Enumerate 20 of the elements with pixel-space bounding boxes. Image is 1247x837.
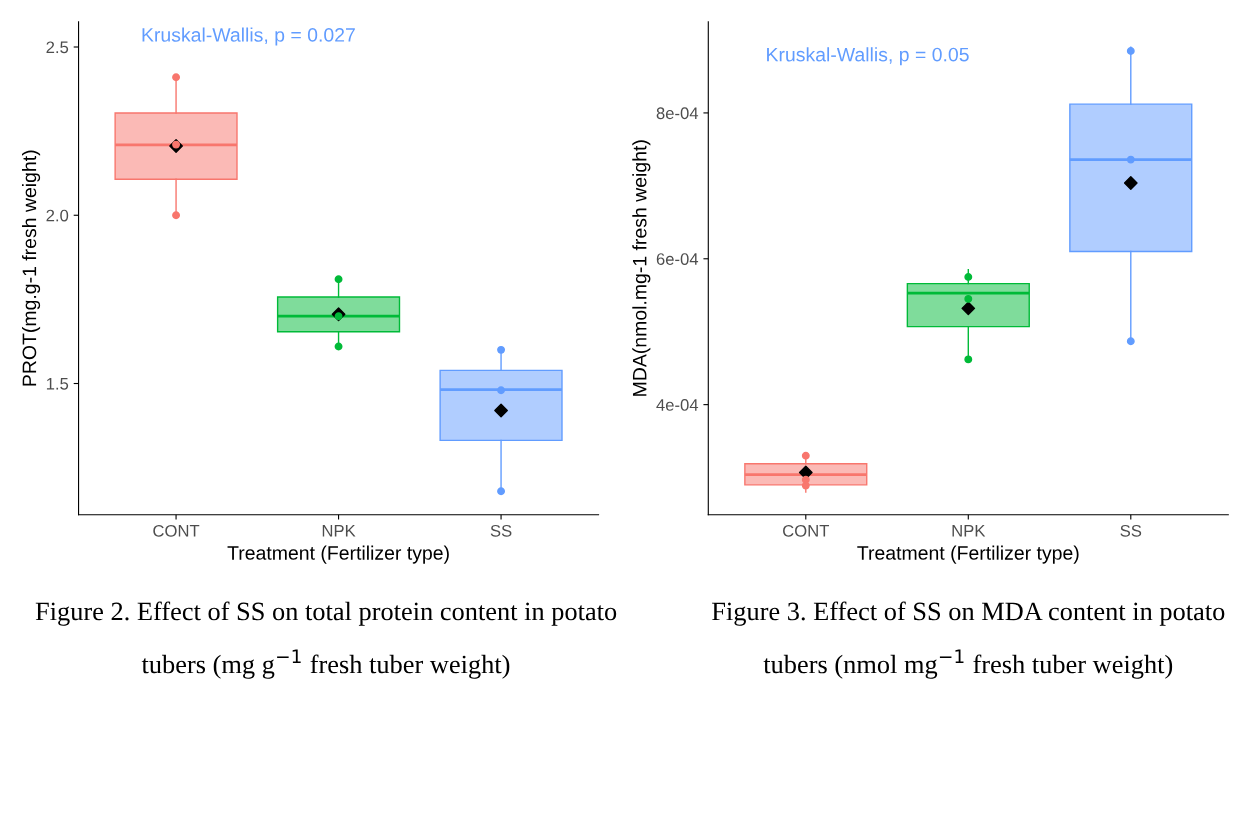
x-tick-label: SS: [490, 524, 512, 537]
y-tick-label: 1.5: [46, 378, 69, 390]
x-tick-label: CONT: [783, 524, 830, 537]
x-tick-label: SS: [1120, 524, 1142, 537]
x-tick-label: NPK: [322, 525, 356, 537]
annotation: Kruskal-Wallis, p = 0.05: [767, 47, 969, 66]
x-axis-title: Treatment (Fertilizer type): [857, 545, 1079, 564]
y-axis-title: MDA(nmol.mg-1 fresh weight): [632, 140, 651, 396]
y-tick-label: 2.5: [46, 41, 69, 54]
y-axis-title: PROT(mg.g-1 fresh weight): [21, 150, 41, 386]
y-tick-label: 2.0: [46, 209, 69, 222]
annotation: Kruskal-Wallis, p = 0.027: [142, 27, 355, 46]
caption: Figure 2. Effect of SS on total protein content in potato tubers (mg g$^{−1}$ fresh tuber weight): [35, 601, 617, 679]
x-tick-label: NPK: [952, 525, 986, 537]
y-tick-label: 6e-04: [656, 253, 699, 265]
caption: Figure 3. Effect of SS on MDA content in potato tubers (nmol mg$^{−1}$ fresh tuber weight): [712, 601, 1225, 679]
x-tick-label: CONT: [153, 524, 200, 537]
y-tick-label: 8e-04: [656, 107, 699, 120]
y-tick-label: 4e-04: [656, 399, 699, 411]
x-axis-title: Treatment (Fertilizer type): [227, 545, 449, 564]
